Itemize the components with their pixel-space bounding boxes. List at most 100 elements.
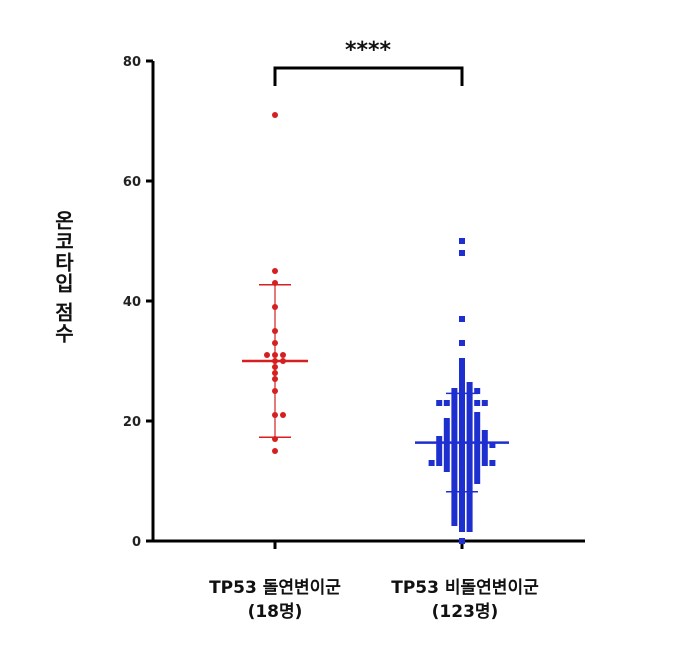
data-point (474, 430, 481, 436)
data-point (436, 454, 443, 460)
data-point (466, 514, 473, 520)
data-point (436, 436, 443, 442)
data-point (451, 520, 458, 526)
y-axis-label: 온코타입 점수 (51, 210, 75, 344)
data-point (481, 436, 488, 442)
data-point (451, 412, 458, 418)
data-point (451, 400, 458, 406)
data-point (443, 460, 450, 466)
data-point (466, 526, 473, 532)
data-point (451, 424, 458, 430)
data-point (280, 352, 286, 358)
data-point (466, 484, 473, 490)
data-point (459, 508, 465, 514)
data-point (280, 412, 286, 418)
data-point (443, 466, 450, 472)
data-point (451, 418, 458, 424)
data-point (466, 520, 473, 526)
data-point (443, 400, 450, 406)
data-point (466, 490, 473, 496)
data-point (459, 340, 465, 346)
data-point (459, 526, 465, 532)
data-point (459, 316, 465, 322)
data-point (466, 454, 473, 460)
data-point (474, 454, 481, 460)
data-point (466, 388, 473, 394)
data-point (481, 442, 488, 448)
data-point (443, 442, 450, 448)
data-point (481, 460, 488, 466)
data-point (272, 112, 278, 118)
data-point (474, 400, 481, 406)
data-point (489, 460, 496, 466)
data-point (451, 478, 458, 484)
data-point (436, 400, 443, 406)
data-point (466, 502, 473, 508)
data-point (481, 454, 488, 460)
data-point (466, 394, 473, 400)
data-point (443, 430, 450, 436)
category-label-wildtype-line2: (123명) (431, 602, 499, 622)
data-point (264, 352, 270, 358)
data-point (451, 436, 458, 442)
data-point (451, 472, 458, 478)
category-label-wildtype-line1: TP53 비돌연변이군 (391, 578, 539, 598)
data-point (489, 442, 496, 448)
data-point (451, 484, 458, 490)
data-point (474, 472, 481, 478)
data-point (466, 448, 473, 454)
data-point (272, 268, 278, 274)
data-point (451, 442, 458, 448)
data-point (466, 430, 473, 436)
data-point (474, 418, 481, 424)
data-point (459, 502, 465, 508)
data-point (466, 460, 473, 466)
data-point (474, 412, 481, 418)
category-label-mutant-line2: (18명) (247, 602, 303, 622)
data-point (459, 238, 465, 244)
data-point (474, 466, 481, 472)
data-point (459, 250, 465, 256)
data-point (459, 538, 465, 544)
data-point (436, 442, 443, 448)
category-label-mutant-line1: TP53 돌연변이군 (209, 578, 341, 598)
data-point (459, 514, 465, 520)
data-point (436, 448, 443, 454)
data-point (459, 370, 465, 376)
data-point (466, 496, 473, 502)
category-label-wildtype: TP53 비돌연변이군 (123명) (345, 576, 585, 624)
data-point (481, 448, 488, 454)
data-point (459, 376, 465, 382)
data-point (451, 502, 458, 508)
data-point (466, 436, 473, 442)
data-point (474, 460, 481, 466)
data-point (459, 358, 465, 364)
data-point (451, 514, 458, 520)
data-point (466, 400, 473, 406)
data-point (451, 388, 458, 394)
data-point (451, 460, 458, 466)
data-point (466, 406, 473, 412)
data-point (481, 430, 488, 436)
data-point (474, 424, 481, 430)
significance-bracket (273, 66, 464, 86)
data-point (474, 388, 481, 394)
data-point (451, 394, 458, 400)
significance-label: **** (344, 38, 392, 63)
data-point (474, 442, 481, 448)
data-point (443, 424, 450, 430)
data-point (451, 454, 458, 460)
data-point (428, 460, 435, 466)
data-point (436, 460, 443, 466)
data-point (474, 478, 481, 484)
data-point (466, 442, 473, 448)
data-point (466, 466, 473, 472)
data-point (466, 472, 473, 478)
category-label-mutant: TP53 돌연변이군 (18명) (155, 576, 395, 624)
data-point (466, 478, 473, 484)
y-tick-label: 80 (123, 55, 141, 70)
y-tick-label: 20 (123, 415, 141, 430)
data-point (459, 520, 465, 526)
